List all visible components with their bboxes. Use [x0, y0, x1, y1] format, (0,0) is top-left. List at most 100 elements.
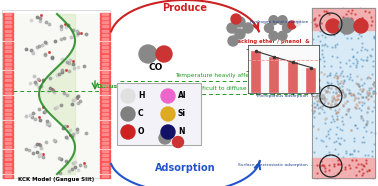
Circle shape — [269, 16, 278, 25]
Bar — [102, 134, 108, 135]
Bar — [100, 121, 110, 124]
Bar — [5, 117, 11, 119]
Bar — [3, 33, 13, 36]
Bar — [288, 62, 298, 93]
Bar — [5, 100, 11, 102]
Bar — [102, 150, 108, 152]
Text: Al: Al — [178, 92, 186, 100]
Bar — [102, 109, 108, 110]
Circle shape — [228, 36, 238, 46]
Bar — [5, 67, 11, 69]
Bar — [5, 92, 11, 94]
Circle shape — [161, 107, 175, 121]
Circle shape — [354, 19, 368, 33]
Bar — [100, 37, 110, 40]
Bar — [5, 25, 11, 28]
Bar — [5, 96, 11, 98]
Bar — [102, 154, 108, 156]
Circle shape — [227, 23, 237, 33]
Bar — [100, 145, 110, 148]
Bar — [251, 51, 261, 93]
Bar — [3, 170, 13, 173]
Text: CO: CO — [149, 62, 163, 71]
Bar — [102, 30, 108, 32]
Bar — [102, 71, 108, 73]
Bar — [3, 67, 13, 70]
Bar — [5, 175, 11, 177]
Bar — [100, 92, 110, 94]
Bar — [102, 25, 108, 28]
Text: Adsorption: Adsorption — [155, 163, 215, 173]
Bar — [3, 162, 13, 165]
Text: Produce: Produce — [163, 3, 208, 13]
Bar — [5, 17, 11, 19]
Bar — [102, 142, 108, 144]
Bar — [102, 59, 108, 61]
Bar — [5, 21, 11, 23]
Bar — [5, 134, 11, 135]
Bar — [5, 54, 11, 57]
Bar — [5, 158, 11, 160]
Bar — [3, 83, 13, 86]
Bar — [100, 96, 110, 99]
Bar — [5, 34, 11, 36]
Bar — [102, 84, 108, 86]
Bar — [102, 100, 108, 102]
Bar — [5, 79, 11, 81]
Text: O: O — [138, 127, 144, 137]
Bar — [102, 96, 108, 98]
Bar — [5, 129, 11, 131]
Bar — [5, 42, 11, 44]
Bar — [100, 116, 110, 119]
Bar — [312, 8, 375, 178]
Circle shape — [282, 23, 291, 33]
Bar — [102, 117, 108, 119]
Bar — [100, 79, 110, 82]
Text: Temperature heavily affect: Temperature heavily affect — [175, 73, 255, 78]
Bar — [100, 87, 110, 90]
Bar — [100, 150, 110, 153]
Bar — [100, 25, 110, 28]
Bar — [3, 46, 13, 49]
Bar — [102, 92, 108, 94]
Bar — [102, 50, 108, 52]
Bar — [5, 109, 11, 110]
Bar — [102, 34, 108, 36]
Bar — [3, 137, 13, 140]
Bar — [5, 59, 11, 61]
Bar — [3, 58, 13, 61]
Circle shape — [161, 125, 175, 139]
Bar — [3, 79, 13, 82]
Bar — [3, 75, 13, 78]
Bar — [3, 121, 13, 124]
Bar — [5, 113, 11, 115]
Bar — [3, 133, 13, 136]
Bar — [102, 146, 108, 148]
Bar — [100, 29, 110, 32]
Bar — [100, 154, 110, 157]
Bar — [3, 54, 13, 57]
Bar — [100, 166, 110, 169]
Text: CO difficult to diffuse: CO difficult to diffuse — [184, 86, 246, 92]
Bar — [5, 71, 11, 73]
Bar — [100, 104, 110, 107]
Bar — [3, 112, 13, 115]
Bar — [5, 121, 11, 123]
Circle shape — [278, 16, 287, 25]
Bar — [102, 171, 108, 173]
Text: H: H — [138, 92, 144, 100]
Bar — [102, 138, 108, 140]
Bar — [100, 174, 110, 177]
Bar — [3, 116, 13, 119]
Bar — [5, 30, 11, 32]
Bar — [100, 100, 110, 103]
Circle shape — [121, 89, 135, 103]
Bar — [102, 158, 108, 160]
Bar — [13, 14, 100, 176]
Bar — [3, 129, 13, 132]
Bar — [3, 37, 13, 40]
Bar — [102, 21, 108, 23]
Bar — [2, 10, 110, 178]
Circle shape — [265, 23, 274, 33]
Bar — [3, 108, 13, 111]
